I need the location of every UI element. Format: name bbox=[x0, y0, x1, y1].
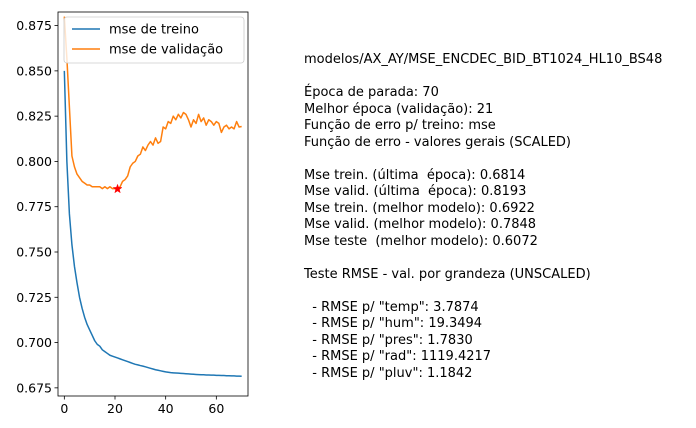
info-spacer bbox=[304, 250, 662, 267]
info-line: Mse trein. (última época): 0.6814 bbox=[304, 167, 526, 183]
axes: 0 20 40 60 0.675 0.700 0.725 0.750 0.775 0.800 0.8… bbox=[16, 11, 249, 416]
y-tick-label: 0.750 bbox=[16, 245, 52, 260]
info-line: Função de erro p/ treino: mse bbox=[304, 118, 496, 133]
best-epoch-star-marker bbox=[112, 183, 123, 194]
y-tick-label: 0.775 bbox=[16, 199, 52, 214]
series-line-0 bbox=[63, 70, 242, 378]
legend: mse de treino mse de validação bbox=[63, 16, 245, 64]
x-tick-label: 40 bbox=[158, 401, 174, 416]
y-tick-label: 0.675 bbox=[16, 380, 52, 395]
legend-label-0: mse de treino bbox=[109, 23, 199, 38]
x-tick-label: 20 bbox=[107, 401, 123, 416]
y-tick-label: 0.700 bbox=[16, 335, 52, 350]
x-tick-label: 0 bbox=[60, 401, 68, 416]
info-spacer bbox=[304, 283, 662, 300]
x-tick-label: 60 bbox=[208, 401, 224, 416]
y-tick-label: 0.875 bbox=[16, 18, 52, 33]
series-line-1 bbox=[63, 16, 242, 190]
y-tick-label: 0.800 bbox=[16, 154, 52, 169]
info-spacer bbox=[304, 151, 662, 168]
y-tick-label: 0.725 bbox=[16, 290, 52, 305]
info-line: - RMSE p/ "hum": 19.3494 bbox=[304, 316, 483, 331]
info-line: Função de erro - valores gerais (SCALED) bbox=[304, 134, 572, 150]
y-tick-label: 0.825 bbox=[16, 109, 52, 124]
legend-box bbox=[63, 16, 245, 64]
legend-label-1: mse de validação bbox=[109, 43, 223, 58]
info-panel: modelos/AX_AY/MSE_ENCDEC_BID_BT1024_HL10… bbox=[304, 52, 662, 382]
info-spacer bbox=[304, 69, 662, 86]
plot-area bbox=[63, 16, 242, 378]
info-line: Teste RMSE - val. por grandeza (UNSCALED… bbox=[304, 266, 591, 282]
info-line: modelos/AX_AY/MSE_ENCDEC_BID_BT1024_HL10… bbox=[304, 52, 663, 67]
info-line: Melhor época (validação): 21 bbox=[304, 101, 494, 117]
info-line: - RMSE p/ "pres": 1.7830 bbox=[304, 332, 473, 348]
y-tick-label: 0.850 bbox=[16, 63, 52, 78]
info-line: - RMSE p/ "temp": 3.7874 bbox=[304, 299, 479, 315]
axes-frame bbox=[57, 11, 249, 397]
info-line: Época de parada: 70 bbox=[304, 85, 439, 100]
info-line: - RMSE p/ "pluv": 1.1842 bbox=[304, 365, 473, 381]
info-line: Mse trein. (melhor modelo): 0.6922 bbox=[304, 200, 535, 216]
loss-chart: 0 20 40 60 0.675 0.700 0.725 0.750 0.775 0.800 0.8… bbox=[16, 11, 249, 416]
info-line: Mse teste (melhor modelo): 0.6072 bbox=[304, 233, 538, 249]
info-line: - RMSE p/ "rad": 1119.4217 bbox=[304, 349, 492, 364]
info-line: Mse valid. (melhor modelo): 0.7848 bbox=[304, 217, 537, 232]
info-line: Mse valid. (última época): 0.8193 bbox=[304, 184, 527, 199]
